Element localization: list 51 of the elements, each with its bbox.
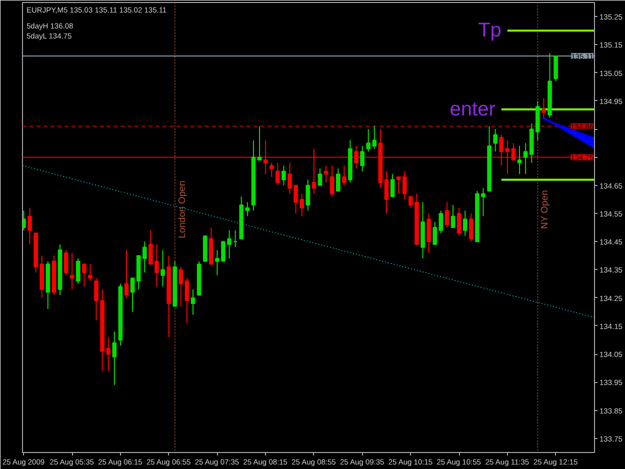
candlestick <box>390 174 395 198</box>
candlestick <box>438 210 444 234</box>
ref-line-label: NY Open <box>540 190 551 230</box>
candlestick <box>88 264 92 282</box>
candlestick <box>76 258 80 284</box>
candlestick <box>184 278 190 324</box>
candlestick <box>450 204 456 228</box>
candlestick <box>318 168 322 186</box>
candlestick <box>245 202 250 217</box>
candlestick <box>456 207 462 236</box>
candlestick <box>360 145 364 172</box>
candlestick <box>160 250 165 288</box>
candlestick <box>282 165 286 186</box>
candlestick <box>269 162 274 178</box>
candlestick <box>70 252 74 290</box>
candlestick <box>330 165 334 198</box>
annotation: enter <box>450 98 496 120</box>
candlestick <box>462 210 468 236</box>
candlestick <box>22 210 26 231</box>
candlestick <box>499 134 504 166</box>
ref-line-label: London Open <box>176 180 188 238</box>
candlestick <box>324 165 328 183</box>
candlestick <box>276 162 280 186</box>
candlestick <box>444 202 450 228</box>
candlestick <box>306 179 310 212</box>
candlestick <box>342 165 346 186</box>
candlestick <box>354 145 358 169</box>
candlestick <box>426 212 431 254</box>
candlestick <box>505 140 510 175</box>
candlestick <box>554 55 558 82</box>
candlestick <box>312 148 316 194</box>
candlestick <box>517 145 522 175</box>
candlestick <box>130 278 135 312</box>
candlestick <box>112 331 117 386</box>
candlestick <box>523 142 528 175</box>
annotation: Tp <box>478 20 502 42</box>
candlestick <box>432 221 438 245</box>
candlestick <box>336 168 340 192</box>
candlestick <box>263 140 268 175</box>
candlestick <box>542 98 546 118</box>
candlestick <box>82 264 86 288</box>
candlestick <box>64 250 68 276</box>
candlestick <box>257 126 262 160</box>
candlestick <box>384 170 389 214</box>
candlestick <box>190 288 196 316</box>
candlestick <box>468 212 474 242</box>
candlestick <box>493 128 498 152</box>
candlestick <box>124 250 129 298</box>
candlestick <box>178 266 184 307</box>
candlestick <box>511 142 516 160</box>
candlestick <box>28 207 32 245</box>
